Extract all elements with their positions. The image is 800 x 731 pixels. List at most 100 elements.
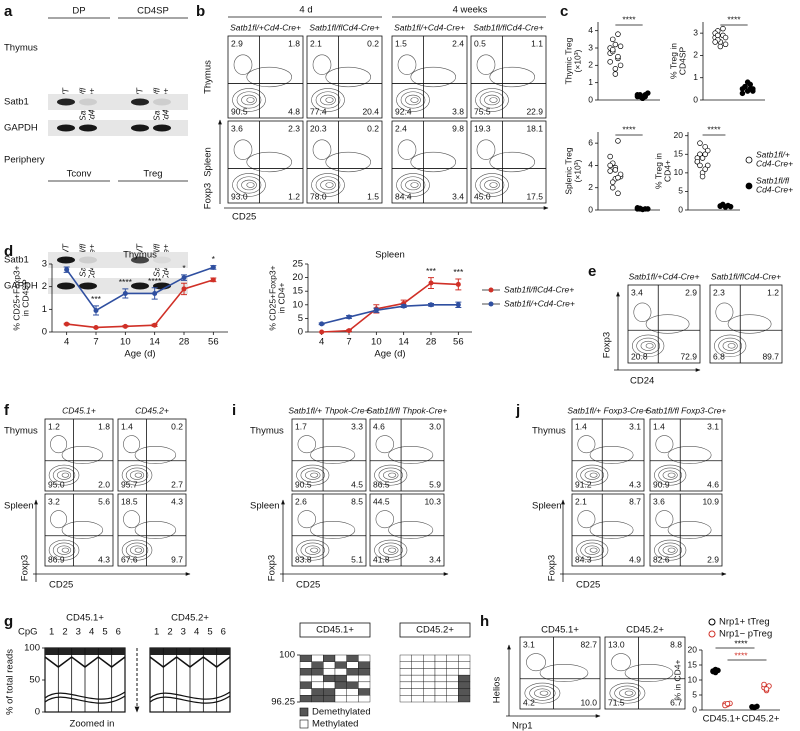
contour: [655, 510, 674, 529]
quadrant-value: 89.7: [762, 351, 779, 361]
quadrant-value: 2.7: [171, 479, 183, 489]
y-tick-label: 15: [292, 286, 303, 297]
quadrant-value: 6.7: [670, 697, 682, 707]
contour: [134, 472, 143, 478]
quadrant-value: 3.6: [231, 123, 243, 133]
contour: [476, 54, 496, 75]
contour: [374, 464, 408, 486]
heat-cell: [311, 661, 324, 669]
axis-label: CD24: [630, 376, 654, 387]
quadrant-value: 1.4: [653, 421, 665, 431]
contour: [654, 539, 687, 561]
significance: ****: [60, 255, 74, 265]
band: [131, 124, 149, 132]
contour: [325, 151, 372, 173]
heat-cell: [423, 661, 436, 669]
contour: [310, 472, 319, 478]
contour: [241, 94, 257, 106]
contour: [374, 539, 408, 561]
y-tick-label: 20: [292, 272, 303, 283]
contour: [577, 435, 596, 454]
band-label: GAPDH: [4, 123, 38, 134]
contour: [484, 179, 500, 191]
data-point: [727, 203, 734, 210]
flow-plot-frame: [117, 418, 187, 492]
band: [57, 282, 75, 290]
blot: [48, 278, 188, 294]
data-point: [615, 31, 621, 37]
y-tick-label: 0: [692, 704, 697, 714]
flow-plot-frame: [306, 120, 383, 204]
column-header: 4 d: [299, 5, 312, 16]
flow-plot-frame: [649, 418, 723, 492]
data-point: [750, 88, 756, 94]
contour: [667, 472, 676, 478]
cpg-number: 3: [181, 627, 186, 638]
quadrant-value: 9.8: [452, 123, 464, 133]
flow-plot-frame: [369, 493, 445, 567]
flow-plot-frame: [571, 418, 645, 492]
y-axis-label: % of total reads: [5, 649, 16, 715]
quadrant-value: 82.7: [580, 639, 597, 649]
quadrant-value: 3.2: [48, 496, 60, 506]
data-point: [607, 59, 613, 65]
heat-cell: [346, 695, 359, 703]
heat-cell: [346, 688, 359, 696]
contour: [296, 539, 330, 561]
contour: [125, 467, 149, 483]
contour: [584, 545, 600, 555]
heat-cell: [334, 661, 347, 669]
heat-cell: [423, 695, 436, 703]
y-tick-label: 0: [693, 94, 698, 104]
x-tick-label: 7: [93, 337, 98, 348]
quadrant-value: 8.7: [629, 496, 641, 506]
contour: [378, 542, 403, 558]
quadrant-value: 0.2: [171, 421, 183, 431]
contour: [624, 664, 674, 682]
contour: [589, 472, 598, 478]
contour: [645, 343, 654, 349]
panel-label: g: [4, 613, 13, 630]
y-tick-label: 1: [588, 77, 593, 87]
contour: [320, 179, 336, 191]
column-header: CD4SP: [137, 6, 169, 17]
contour: [297, 435, 316, 454]
contour: [405, 179, 421, 191]
data-point: [615, 174, 621, 181]
y-tick-label: 15: [674, 149, 684, 159]
blot: [48, 252, 188, 268]
cpg-number: 4: [89, 627, 94, 638]
flow-plot-frame: [709, 284, 783, 364]
y-tick-label: 2: [588, 60, 593, 70]
flow-plot-frame: [391, 120, 468, 204]
data-point: [617, 43, 624, 50]
legend-marker: [488, 301, 494, 307]
contour: [232, 173, 266, 197]
contour: [312, 139, 332, 160]
y-tick-label: 1: [42, 304, 47, 315]
contour: [479, 91, 505, 109]
y-tick-label: 2: [42, 281, 47, 292]
contour: [580, 467, 604, 483]
contour: [475, 88, 509, 112]
heat-cell: [411, 681, 424, 689]
contour: [310, 521, 356, 539]
band: [79, 282, 97, 290]
blot: [48, 94, 188, 110]
contour: [297, 510, 316, 529]
heat-cell: [358, 688, 371, 696]
contour: [246, 66, 293, 88]
data-point: [637, 206, 643, 212]
quadrant-value: 95.0: [48, 479, 65, 489]
contour: [580, 542, 604, 558]
data-point: [607, 153, 613, 160]
column-header: CD45.2+: [135, 405, 169, 415]
break-mark: [149, 691, 231, 700]
contour: [121, 464, 153, 486]
contour: [609, 682, 646, 704]
contour: [722, 340, 738, 351]
cpg-number: 2: [62, 627, 67, 638]
contour: [383, 545, 399, 555]
column-header: Tconv: [67, 169, 92, 180]
